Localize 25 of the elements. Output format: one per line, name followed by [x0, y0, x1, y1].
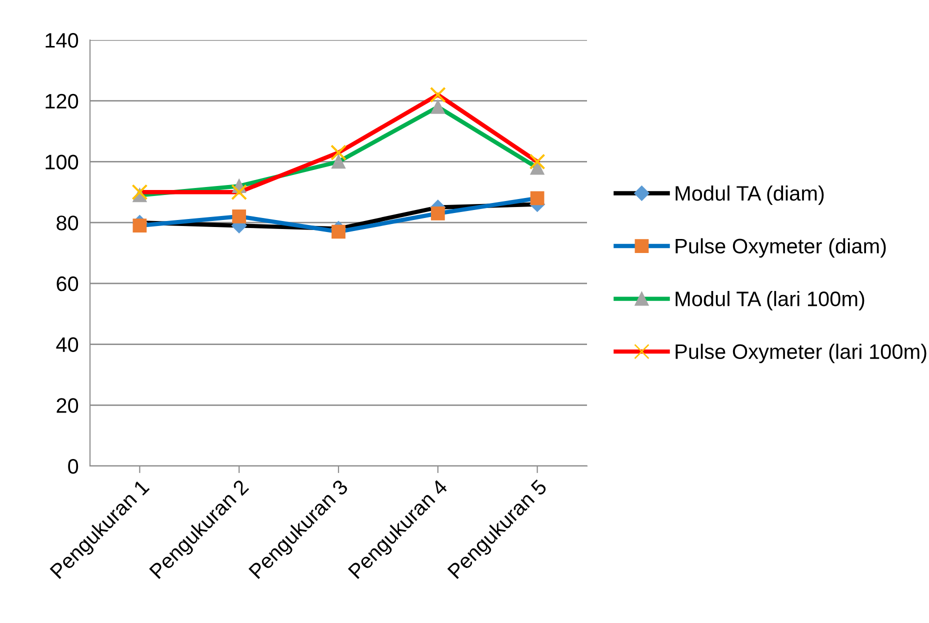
- legend-label: Modul TA (lari 100m): [676, 290, 864, 310]
- legend-label: Pulse Oxymeter (diam): [676, 238, 886, 258]
- y-tick-label: 120: [46, 94, 78, 109]
- y-tick-label: 140: [46, 33, 78, 48]
- y-tick-label: 40: [56, 337, 78, 352]
- point: [530, 191, 544, 206]
- point: [231, 184, 248, 200]
- y-tick-label: 100: [46, 154, 78, 170]
- point: [330, 144, 346, 161]
- point: [530, 160, 544, 175]
- point: [332, 154, 346, 169]
- y-tick-label: 20: [56, 398, 78, 413]
- legend-label: Modul TA (diam): [676, 185, 824, 205]
- point: [430, 100, 445, 114]
- y-tick-label: 80: [56, 216, 78, 230]
- point: [332, 224, 346, 239]
- point: [132, 218, 147, 233]
- y-tick-label: 60: [56, 276, 78, 292]
- point: [529, 154, 546, 170]
- point: [132, 184, 148, 200]
- y-tick-label: 0: [68, 459, 78, 474]
- legend-label: Pulse Oxymeter (lari 100m): [676, 344, 926, 364]
- point: [430, 86, 446, 103]
- point: [232, 210, 246, 224]
- point: [430, 206, 445, 220]
